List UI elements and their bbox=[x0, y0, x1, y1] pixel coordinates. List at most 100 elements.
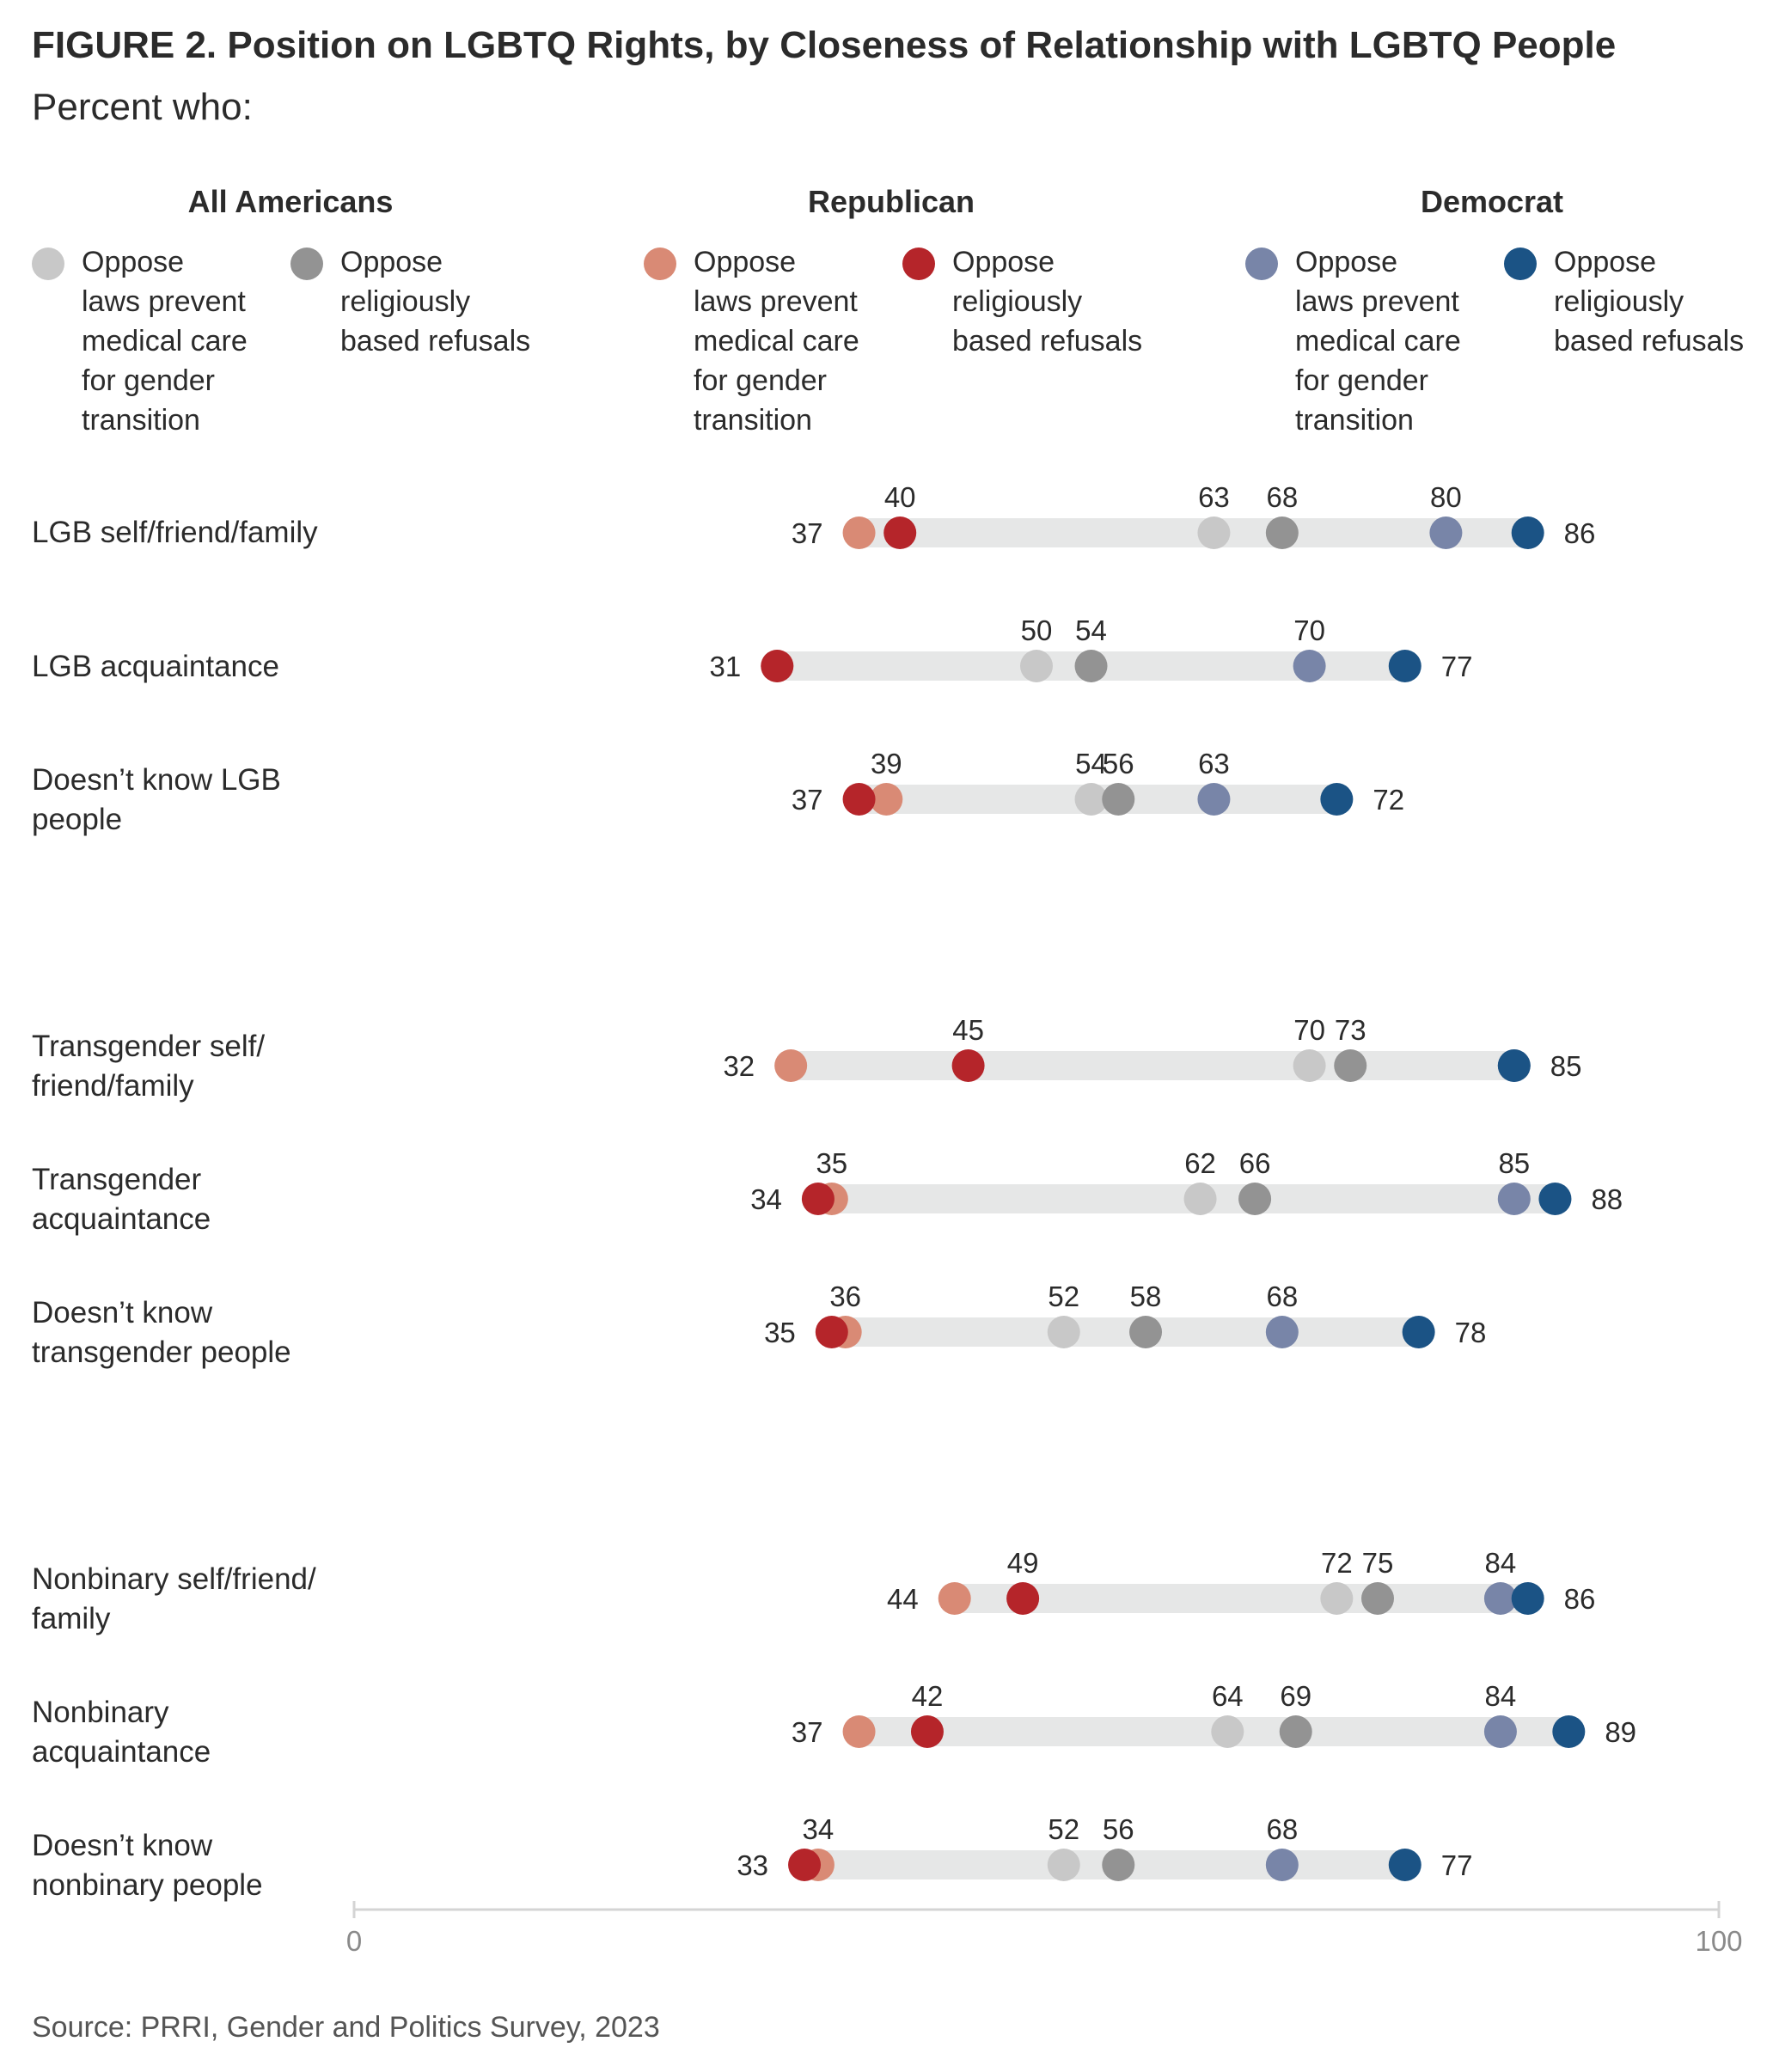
data-label: 35 bbox=[764, 1317, 796, 1348]
row-label-lgb-none: Doesn’t know LGB people bbox=[32, 763, 281, 836]
legend-label: Oppose laws prevent medical care for gen… bbox=[694, 246, 859, 437]
legend-swatch bbox=[290, 248, 323, 280]
data-label: 34 bbox=[803, 1813, 835, 1845]
legend-swatch bbox=[32, 248, 64, 280]
data-label: 69 bbox=[1280, 1680, 1311, 1712]
data-label: 86 bbox=[1564, 517, 1596, 549]
data-label: 70 bbox=[1293, 1014, 1325, 1046]
row-label-lgb-close: LGB self/friend/family bbox=[32, 516, 318, 549]
legend-group-republican: Republican bbox=[807, 184, 975, 219]
data-label: 36 bbox=[829, 1280, 861, 1312]
legend-group-all-americans: All Americans bbox=[187, 184, 394, 219]
data-point bbox=[1293, 1049, 1326, 1082]
data-point bbox=[761, 650, 794, 682]
data-label: 37 bbox=[792, 1716, 823, 1748]
data-label: 63 bbox=[1198, 481, 1230, 513]
data-point bbox=[938, 1582, 971, 1615]
data-point bbox=[1006, 1582, 1040, 1615]
legend-swatch bbox=[644, 248, 676, 280]
row-label-trans-acquaintance: Transgender acquaintance bbox=[32, 1163, 211, 1236]
chart-title: FIGURE 2. Position on LGBTQ Rights, by C… bbox=[32, 24, 1617, 66]
range-bar bbox=[791, 1051, 1514, 1080]
row-label-nonbinary-acquaintance: Nonbinary acquaintance bbox=[32, 1696, 211, 1769]
data-label: 54 bbox=[1075, 614, 1107, 646]
data-label: 80 bbox=[1430, 481, 1462, 513]
range-bar bbox=[831, 1317, 1419, 1347]
data-point bbox=[883, 516, 917, 549]
data-point bbox=[1483, 1715, 1517, 1748]
data-label: 62 bbox=[1184, 1147, 1216, 1179]
data-label: 86 bbox=[1564, 1583, 1596, 1615]
data-point bbox=[1102, 783, 1135, 816]
range-bar bbox=[954, 1584, 1528, 1613]
data-point bbox=[1402, 1316, 1435, 1348]
data-point bbox=[842, 516, 876, 549]
data-point bbox=[1497, 1183, 1531, 1215]
legend-label: Oppose religiously based refusals bbox=[1554, 246, 1745, 358]
data-point bbox=[1238, 1183, 1272, 1215]
data-label: 52 bbox=[1048, 1280, 1079, 1312]
data-point bbox=[1020, 650, 1053, 682]
legend-label: Oppose laws prevent medical care for gen… bbox=[82, 246, 248, 437]
row-label-trans-close: Transgender self/ friend/family bbox=[32, 1030, 266, 1103]
data-label: 32 bbox=[723, 1050, 755, 1082]
x-tick-label: 0 bbox=[346, 1925, 362, 1957]
data-label: 42 bbox=[912, 1680, 944, 1712]
data-label: 63 bbox=[1198, 748, 1230, 779]
data-label: 39 bbox=[871, 748, 902, 779]
data-label: 56 bbox=[1103, 1813, 1134, 1845]
data-point bbox=[801, 1183, 835, 1215]
legend-group-democrat: Democrat bbox=[1420, 184, 1564, 219]
source-note: Source: PRRI, Gender and Politics Survey… bbox=[32, 2011, 660, 2044]
chart-subtitle: Percent who: bbox=[32, 86, 253, 128]
data-point bbox=[1388, 650, 1421, 682]
data-point bbox=[1511, 1582, 1544, 1615]
data-label: 49 bbox=[1007, 1547, 1039, 1579]
data-label: 52 bbox=[1048, 1813, 1079, 1845]
data-point bbox=[1497, 1049, 1531, 1082]
data-label: 77 bbox=[1441, 651, 1473, 682]
data-point bbox=[1265, 1316, 1299, 1348]
legend-label: Oppose religiously based refusals bbox=[340, 246, 531, 358]
range-bar bbox=[859, 518, 1528, 547]
data-label: 54 bbox=[1075, 748, 1107, 779]
data-label: 44 bbox=[887, 1583, 919, 1615]
data-label: 85 bbox=[1550, 1050, 1582, 1082]
data-label: 50 bbox=[1021, 614, 1053, 646]
row-label-lgb-acquaintance: LGB acquaintance bbox=[32, 650, 279, 683]
data-point bbox=[1074, 650, 1108, 682]
x-tick-label: 100 bbox=[1695, 1925, 1742, 1957]
data-point bbox=[842, 1715, 876, 1748]
data-label: 31 bbox=[710, 651, 742, 682]
data-point bbox=[910, 1715, 944, 1748]
data-label: 68 bbox=[1266, 1813, 1298, 1845]
data-point bbox=[842, 783, 876, 816]
data-label: 64 bbox=[1212, 1680, 1244, 1712]
data-point bbox=[1197, 516, 1231, 549]
data-point bbox=[1047, 1849, 1080, 1881]
data-label: 89 bbox=[1605, 1716, 1636, 1748]
data-point bbox=[1483, 1582, 1517, 1615]
data-label: 70 bbox=[1293, 614, 1325, 646]
data-label: 45 bbox=[952, 1014, 984, 1046]
data-point bbox=[1320, 1582, 1354, 1615]
data-point bbox=[1197, 783, 1231, 816]
legend-swatch bbox=[902, 248, 935, 280]
data-label: 33 bbox=[737, 1849, 768, 1881]
data-label: 66 bbox=[1239, 1147, 1271, 1179]
data-label: 85 bbox=[1498, 1147, 1530, 1179]
data-label: 84 bbox=[1485, 1680, 1517, 1712]
data-label: 84 bbox=[1485, 1547, 1517, 1579]
data-label: 35 bbox=[816, 1147, 847, 1179]
data-point bbox=[951, 1049, 985, 1082]
data-point bbox=[1538, 1183, 1572, 1215]
data-point bbox=[1265, 1849, 1299, 1881]
data-label: 34 bbox=[750, 1183, 782, 1215]
data-point bbox=[1074, 783, 1108, 816]
data-point bbox=[1265, 516, 1299, 549]
data-point bbox=[1102, 1849, 1135, 1881]
data-label: 40 bbox=[884, 481, 916, 513]
data-point bbox=[1511, 516, 1544, 549]
data-label: 88 bbox=[1591, 1183, 1623, 1215]
